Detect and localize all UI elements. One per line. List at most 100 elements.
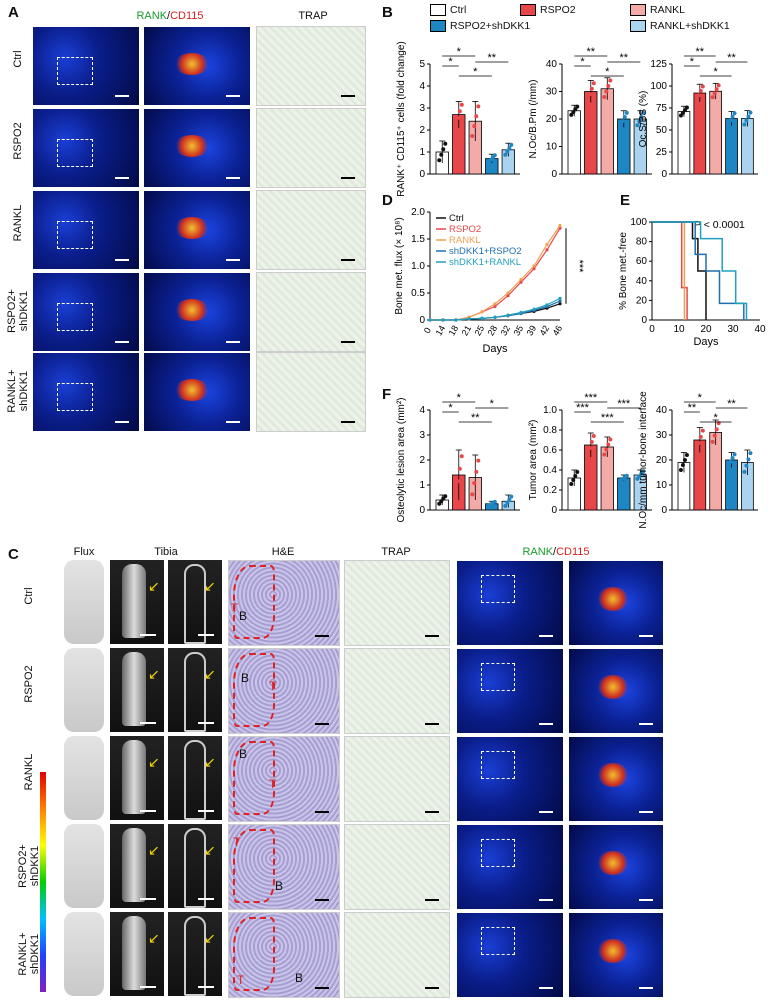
legend-label: RANKL bbox=[449, 235, 481, 246]
scale-bar bbox=[140, 986, 156, 988]
data-point bbox=[457, 109, 462, 114]
data-point bbox=[558, 299, 562, 303]
data-point bbox=[506, 291, 510, 295]
data-point bbox=[575, 104, 580, 109]
scale-bar bbox=[315, 987, 329, 989]
y-tick-label: 25 bbox=[656, 147, 668, 158]
data-point bbox=[459, 102, 464, 107]
legend-swatch bbox=[430, 20, 446, 33]
significance-label: ** bbox=[688, 402, 697, 414]
y-tick-label: 20 bbox=[546, 114, 558, 125]
y-tick-label: 30 bbox=[546, 87, 558, 98]
x-tick-label: 40 bbox=[754, 324, 766, 335]
legend-label: RSPO2 bbox=[540, 4, 576, 16]
fluorescence-zoom-image bbox=[143, 190, 251, 270]
data-point bbox=[459, 454, 464, 459]
y-tick-label: 0 bbox=[641, 315, 647, 326]
significance-label: * bbox=[698, 392, 703, 404]
data-point bbox=[744, 118, 749, 123]
fluorescence-image bbox=[32, 352, 140, 432]
header-flux: Flux bbox=[73, 546, 95, 558]
significance-label: * bbox=[690, 56, 695, 68]
data-point bbox=[569, 482, 574, 486]
data-point bbox=[710, 95, 715, 100]
data-point bbox=[441, 147, 446, 152]
legend-swatch bbox=[520, 4, 536, 17]
scale-bar bbox=[115, 341, 129, 343]
row-label-line1: RANKL+ bbox=[17, 932, 29, 976]
fluorescence-zoom-image bbox=[143, 26, 251, 106]
y-tick-label: 100 bbox=[650, 81, 667, 92]
fluorescence-image bbox=[456, 912, 564, 998]
inset-box bbox=[57, 221, 93, 249]
header-he: H&E bbox=[271, 546, 295, 558]
fluorescence-zoom-image bbox=[568, 560, 664, 646]
header-trap: TRAP bbox=[381, 546, 411, 558]
y-tick-label: 1.0 bbox=[411, 261, 425, 272]
y-tick-label: 0 bbox=[419, 315, 425, 326]
data-point bbox=[453, 122, 458, 127]
y-tick-label: 0 bbox=[419, 505, 425, 516]
x-tick-label: 46 bbox=[551, 324, 565, 338]
data-point bbox=[608, 78, 613, 83]
tibia-cortex bbox=[184, 740, 206, 820]
data-point bbox=[573, 107, 578, 112]
he-stain-image: T B bbox=[228, 824, 340, 910]
tibia-bone bbox=[122, 916, 146, 990]
inset-box bbox=[481, 575, 515, 603]
bar bbox=[693, 92, 707, 175]
legend-label: RANKL+shDKK1 bbox=[650, 20, 730, 33]
bar bbox=[677, 111, 691, 175]
scale-bar bbox=[341, 95, 355, 97]
panel-label-a: A bbox=[8, 4, 19, 21]
data-point bbox=[476, 104, 481, 109]
y-tick-label: 10 bbox=[546, 142, 558, 153]
data-point bbox=[571, 478, 576, 482]
y-tick-label: 10 bbox=[656, 480, 668, 491]
data-point bbox=[474, 469, 479, 474]
y-tick-label: 20 bbox=[656, 455, 668, 466]
y-tick-label: 40 bbox=[636, 276, 648, 287]
scale-bar bbox=[539, 723, 553, 725]
data-point bbox=[696, 93, 701, 98]
inset-box bbox=[57, 303, 93, 331]
data-point bbox=[732, 452, 737, 457]
cell-signal bbox=[597, 763, 629, 787]
scale-bar bbox=[226, 177, 240, 179]
data-point bbox=[493, 315, 497, 319]
trap-image bbox=[256, 108, 366, 188]
tibia-bone bbox=[122, 564, 146, 638]
cd115-header: CD115 bbox=[556, 546, 590, 558]
cell-signal bbox=[174, 135, 210, 157]
data-point bbox=[746, 114, 751, 119]
data-point bbox=[608, 437, 613, 442]
tibia-3d-image: ↙ bbox=[110, 736, 164, 820]
data-point bbox=[480, 310, 484, 314]
cell-signal bbox=[174, 299, 210, 321]
data-point bbox=[455, 479, 460, 484]
tibia-section-image: ↙ bbox=[168, 912, 222, 996]
bar bbox=[741, 118, 754, 175]
data-point bbox=[606, 442, 611, 447]
y-tick-label: 0.2 bbox=[543, 485, 557, 496]
fluorescence-zoom-image bbox=[568, 824, 664, 910]
significance-label: ** bbox=[471, 412, 480, 424]
cell-signal bbox=[174, 217, 210, 239]
data-point bbox=[476, 458, 481, 463]
y-tick-label: 3 bbox=[419, 103, 425, 114]
fluorescence-zoom-image bbox=[143, 352, 251, 432]
y-tick-label: 0.6 bbox=[543, 445, 557, 456]
scale-bar bbox=[198, 986, 214, 988]
data-point bbox=[519, 277, 523, 282]
fluorescence-zoom-image bbox=[568, 736, 664, 822]
data-point bbox=[712, 433, 717, 438]
scale-bar bbox=[315, 811, 329, 813]
trap-image bbox=[344, 560, 450, 646]
data-point bbox=[587, 446, 592, 450]
significance-label: * bbox=[714, 66, 719, 78]
sep-header: / bbox=[553, 546, 557, 558]
y-tick-label: 0.5 bbox=[411, 288, 425, 299]
data-point bbox=[748, 110, 753, 115]
arrow-icon: ↙ bbox=[148, 754, 160, 770]
x-tick-label: 32 bbox=[499, 324, 513, 338]
